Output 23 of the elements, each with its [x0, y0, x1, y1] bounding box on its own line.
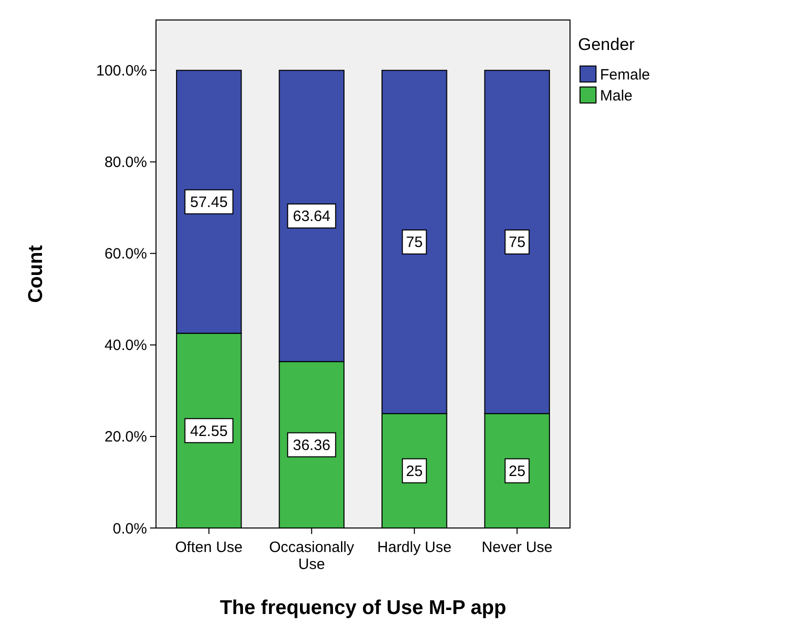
y-tick-label: 20.0%	[104, 428, 147, 446]
x-tick-label: Hardly Use	[377, 539, 452, 556]
data-label: 25	[508, 463, 526, 480]
legend-label: Male	[600, 87, 633, 104]
data-label: 75	[508, 234, 526, 252]
data-label: 63.64	[292, 208, 330, 226]
data-label: 75	[406, 234, 423, 252]
legend-label: Female	[600, 66, 650, 84]
legend-title: Gender	[578, 35, 636, 54]
data-label: 42.55	[190, 422, 228, 440]
x-tick-label: Never Use	[482, 539, 553, 556]
x-axis-title: The frequency of Use M-P app	[220, 597, 506, 619]
y-tick-label: 40.0%	[104, 337, 147, 354]
data-label: 57.45	[190, 194, 228, 212]
y-tick-label: 100.0%	[96, 62, 147, 80]
y-tick-label: 80.0%	[104, 154, 147, 172]
x-tick-label: Often Use	[175, 539, 243, 556]
data-label: 25	[406, 463, 423, 480]
y-axis-title: Count	[25, 244, 47, 303]
x-tick-label: Occasionally Use	[269, 539, 355, 573]
y-tick-label: 0.0%	[112, 520, 147, 538]
y-tick-label: 60.0%	[104, 246, 147, 263]
data-label: 36.36	[292, 437, 330, 454]
